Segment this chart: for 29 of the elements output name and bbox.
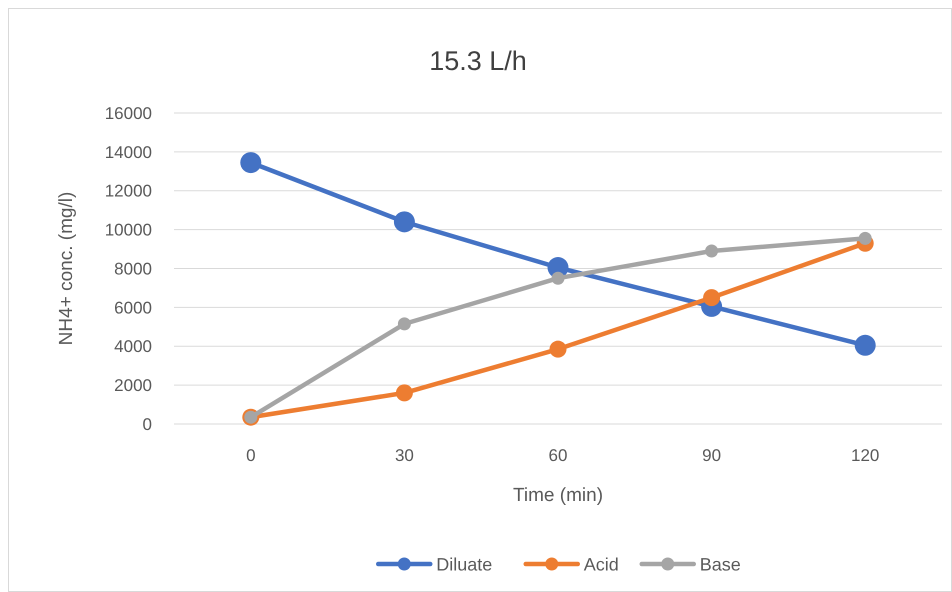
x-tick-label: 120 [851, 446, 880, 465]
y-tick-label: 12000 [104, 182, 152, 201]
x-tick-label: 0 [246, 446, 256, 465]
y-tick-label: 0 [142, 414, 152, 434]
x-axis-title: Time (min) [512, 485, 604, 506]
y-tick-label: 14000 [104, 142, 152, 162]
x-tick-label: 90 [702, 446, 722, 465]
point [703, 289, 720, 306]
x-tick-label: 60 [548, 446, 568, 465]
point [854, 334, 876, 356]
point [240, 152, 262, 174]
y-tick-label: 4000 [114, 337, 152, 356]
y-tick-label: 6000 [114, 298, 152, 318]
legend-label: Base [700, 554, 741, 574]
point [394, 211, 415, 232]
point [550, 340, 566, 358]
point [396, 384, 413, 402]
y-axis-title: NH4+ conc. (mg/l) [56, 192, 77, 346]
point [398, 317, 411, 330]
point [552, 272, 564, 285]
y-tick-label: 2000 [114, 376, 152, 396]
x-tick-label: 30 [394, 446, 414, 465]
legend-label: Diluate [436, 554, 492, 574]
chart-title: 15.3 L/h [429, 46, 527, 76]
legend-label: Acid [584, 554, 619, 574]
y-tick-label: 10000 [104, 220, 152, 240]
y-tick-label: 16000 [104, 104, 152, 123]
y-tick-label: 8000 [114, 259, 152, 278]
point [705, 244, 718, 258]
